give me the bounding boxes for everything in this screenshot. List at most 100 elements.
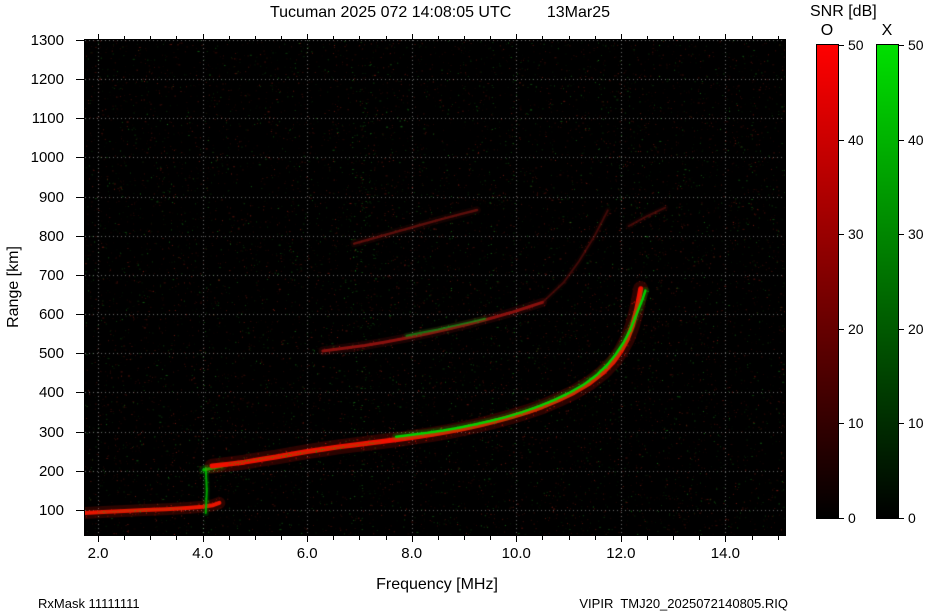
x-tick	[516, 536, 518, 542]
x-minor-tick-top	[751, 36, 753, 39]
ionogram-canvas	[85, 40, 785, 535]
y-tick-label: 1000	[30, 149, 64, 167]
x-tick	[725, 536, 727, 542]
y-tick-label: 1300	[30, 32, 64, 49]
x-minor-tick-top	[124, 36, 126, 39]
x-tick-label: 14.0	[710, 545, 740, 562]
x-tick-top	[725, 34, 727, 39]
x-tick	[620, 536, 622, 542]
colorbar-o-label: O	[820, 22, 834, 39]
colorbar-x-gradient	[877, 45, 898, 518]
colorbar-tick-label: 0	[908, 510, 916, 526]
colorbar-tick-label: 20	[848, 320, 864, 337]
x-minor-tick	[542, 536, 544, 540]
plot-title: Tucuman 2025 072 14:08:05 UTC 13Mar25	[269, 4, 611, 21]
x-tick-label: 12.0	[606, 545, 636, 562]
colorbar-tick	[899, 45, 904, 46]
colorbar-o-bar	[816, 44, 839, 519]
x-minor-tick	[333, 536, 335, 540]
y-tick-label: 1100	[31, 110, 64, 128]
x-minor-tick	[124, 536, 126, 540]
x-tick-top	[620, 34, 622, 39]
x-minor-tick-top	[646, 36, 648, 39]
x-minor-tick	[464, 536, 465, 540]
colorbar-tick-label: 30	[908, 226, 924, 243]
y-tick-label: 800	[38, 227, 64, 245]
x-minor-tick-top	[176, 36, 178, 39]
x-minor-tick-top	[228, 36, 230, 39]
colorbar-tick-label: 0	[848, 510, 856, 526]
x-minor-tick	[228, 536, 230, 540]
y-tick-label: 500	[38, 345, 64, 363]
y-tick	[76, 431, 84, 433]
colorbar-tick	[899, 518, 904, 519]
y-tick	[76, 470, 84, 472]
x-minor-tick-top	[464, 36, 465, 39]
x-minor-tick-top	[777, 36, 779, 39]
colorbar-tick	[839, 518, 844, 519]
x-minor-tick-top	[490, 36, 492, 39]
y-tick	[76, 353, 84, 355]
y-tick-label: 200	[38, 462, 64, 480]
x-minor-tick	[281, 536, 283, 540]
y-tick	[76, 196, 84, 198]
y-tick-label: 300	[38, 423, 64, 441]
colorbar-tick-label: 30	[848, 226, 864, 243]
x-minor-tick	[437, 536, 439, 540]
x-minor-tick-top	[437, 36, 439, 39]
x-minor-tick	[673, 536, 675, 540]
x-minor-tick	[777, 536, 779, 540]
x-tick-label: 10.0	[501, 545, 531, 562]
rxmask-text: RxMask 11111111	[38, 596, 140, 611]
colorbar-tick-label: 50	[848, 37, 864, 53]
colorbar-tick	[899, 423, 904, 425]
x-tick-label: 4.0	[192, 545, 214, 562]
y-tick	[76, 235, 84, 237]
filename-text: VIPIR TMJ20_2025072140805.RIQ	[579, 596, 788, 611]
x-minor-tick-top	[254, 36, 256, 39]
x-tick	[202, 536, 204, 542]
x-tick-top	[411, 34, 413, 39]
colorbar-tick	[839, 328, 844, 330]
x-tick-label: 6.0	[296, 545, 318, 562]
x-minor-tick-top	[281, 36, 283, 39]
x-minor-tick-top	[333, 36, 335, 39]
x-minor-tick	[254, 536, 256, 540]
y-tick-label: 900	[38, 188, 64, 206]
x-minor-tick	[385, 536, 387, 540]
colorbar-tick	[899, 234, 904, 236]
colorbar-tick	[839, 139, 844, 141]
y-tick	[76, 157, 84, 159]
y-tick	[76, 40, 84, 41]
x-minor-tick	[568, 536, 570, 540]
x-tick	[307, 536, 309, 542]
colorbar-tick	[899, 328, 904, 330]
x-minor-tick	[150, 536, 152, 540]
y-tick-label: 600	[38, 306, 64, 324]
x-axis-label: Frequency [MHz]	[376, 576, 498, 593]
colorbar-x-label: X	[881, 22, 893, 39]
colorbar-tick	[899, 139, 904, 141]
y-tick	[76, 509, 84, 511]
x-tick-label: 2.0	[87, 545, 109, 562]
x-tick	[411, 536, 413, 542]
x-minor-tick	[699, 536, 701, 540]
y-tick-label: 1200	[30, 71, 64, 89]
colorbar-tick	[839, 45, 844, 46]
x-tick-label: 8.0	[401, 545, 423, 562]
x-minor-tick-top	[359, 36, 361, 39]
y-tick	[76, 79, 84, 81]
x-minor-tick-top	[568, 36, 570, 39]
x-tick-top	[307, 34, 309, 39]
x-minor-tick	[176, 536, 178, 540]
colorbar-tick-label: 40	[908, 131, 924, 148]
x-minor-tick	[490, 536, 492, 540]
colorbar-tick-label: 40	[848, 131, 864, 148]
colorbar-tick-label: 10	[908, 415, 924, 432]
x-minor-tick-top	[542, 36, 544, 39]
colorbar-title: SNR [dB]	[810, 3, 877, 20]
colorbar-tick-label: 10	[848, 415, 864, 432]
colorbar-tick-label: 20	[908, 320, 924, 337]
y-tick	[76, 392, 84, 394]
